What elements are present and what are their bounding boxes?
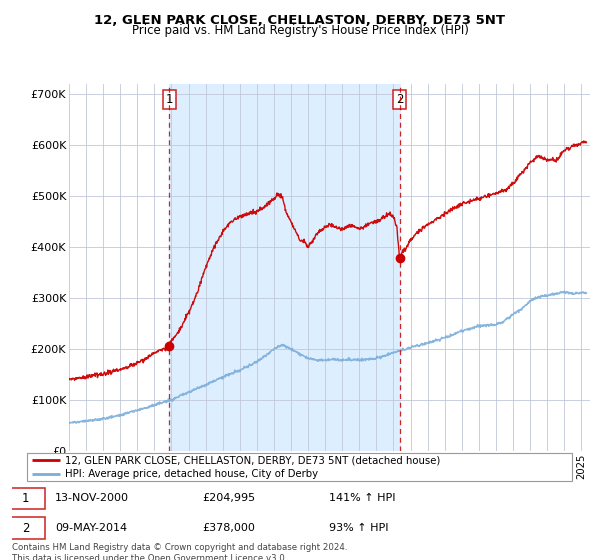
Text: 93% ↑ HPI: 93% ↑ HPI — [329, 523, 388, 533]
Text: 2: 2 — [22, 521, 29, 535]
Text: 141% ↑ HPI: 141% ↑ HPI — [329, 493, 395, 503]
Text: HPI: Average price, detached house, City of Derby: HPI: Average price, detached house, City… — [65, 469, 319, 479]
Text: 13-NOV-2000: 13-NOV-2000 — [55, 493, 129, 503]
Text: 12, GLEN PARK CLOSE, CHELLASTON, DERBY, DE73 5NT: 12, GLEN PARK CLOSE, CHELLASTON, DERBY, … — [95, 14, 505, 27]
FancyBboxPatch shape — [27, 453, 572, 482]
FancyBboxPatch shape — [6, 517, 46, 539]
Text: 1: 1 — [22, 492, 29, 505]
Text: 12, GLEN PARK CLOSE, CHELLASTON, DERBY, DE73 5NT (detached house): 12, GLEN PARK CLOSE, CHELLASTON, DERBY, … — [65, 455, 441, 465]
Text: 2: 2 — [396, 93, 403, 106]
Bar — [169, 84, 400, 451]
FancyBboxPatch shape — [6, 488, 46, 509]
Text: Contains HM Land Registry data © Crown copyright and database right 2024.
This d: Contains HM Land Registry data © Crown c… — [12, 543, 347, 560]
Text: 09-MAY-2014: 09-MAY-2014 — [55, 523, 127, 533]
Text: Price paid vs. HM Land Registry's House Price Index (HPI): Price paid vs. HM Land Registry's House … — [131, 24, 469, 36]
Text: 1: 1 — [166, 93, 173, 106]
Text: £204,995: £204,995 — [202, 493, 255, 503]
Text: £378,000: £378,000 — [202, 523, 255, 533]
